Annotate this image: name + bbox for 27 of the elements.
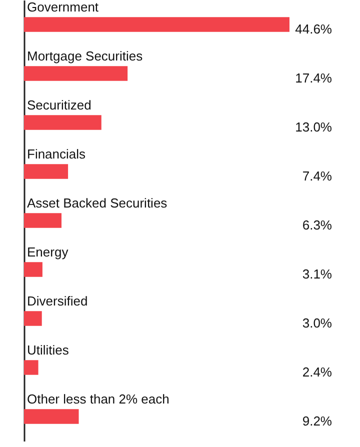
bar (24, 311, 42, 326)
bar (24, 115, 102, 130)
y-tick-label: Securitized (27, 98, 92, 112)
y-tick-label: Asset Backed Securities (27, 196, 168, 210)
bar (24, 164, 68, 179)
bar (24, 17, 290, 32)
bar (24, 262, 42, 277)
data-label: 17.4% (295, 70, 332, 86)
bar (24, 213, 62, 228)
data-label: 7.4% (302, 168, 332, 184)
data-label: 44.6% (295, 22, 332, 36)
bar (24, 66, 128, 81)
bar (24, 360, 38, 375)
y-tick-label: Energy (27, 244, 69, 260)
y-tick-label: Government (27, 0, 99, 14)
data-label: 6.3% (302, 218, 332, 232)
data-label: 9.2% (302, 414, 332, 428)
y-tick-label: Financials (27, 146, 86, 162)
data-label: 3.1% (302, 266, 332, 282)
y-tick-label: Utilities (27, 342, 70, 358)
data-label: 3.0% (302, 316, 332, 330)
y-tick-label: Mortgage Securities (27, 48, 144, 64)
y-tick-label: Other less than 2% each (27, 392, 170, 406)
bar (24, 409, 79, 424)
data-label: 2.4% (302, 364, 332, 380)
y-tick-label: Diversified (27, 294, 88, 308)
data-label: 13.0% (295, 120, 332, 134)
